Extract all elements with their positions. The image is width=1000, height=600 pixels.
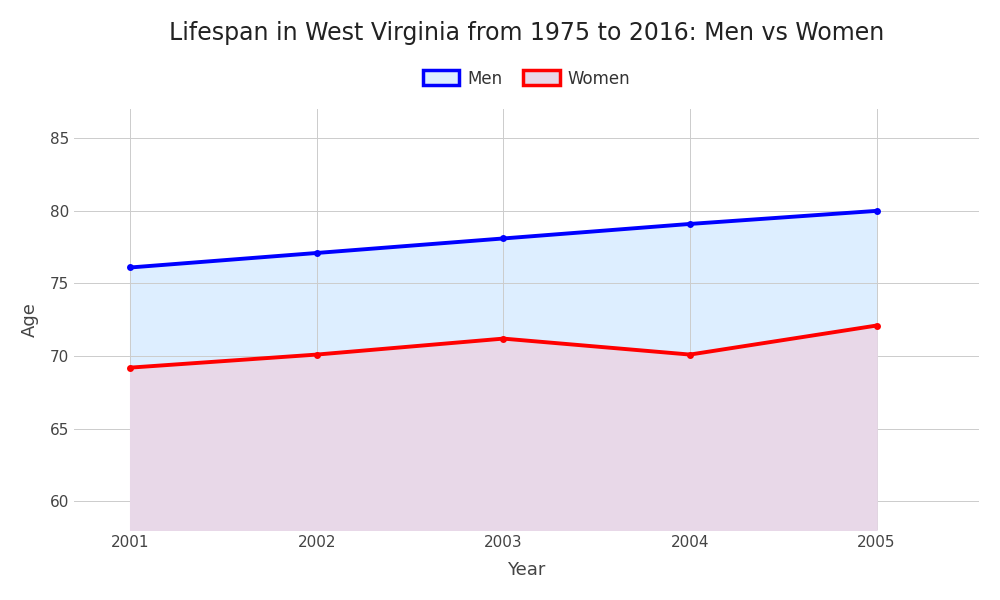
Legend: Men, Women: Men, Women [416, 63, 637, 94]
Title: Lifespan in West Virginia from 1975 to 2016: Men vs Women: Lifespan in West Virginia from 1975 to 2… [169, 21, 884, 45]
X-axis label: Year: Year [507, 561, 546, 579]
Y-axis label: Age: Age [21, 302, 39, 337]
